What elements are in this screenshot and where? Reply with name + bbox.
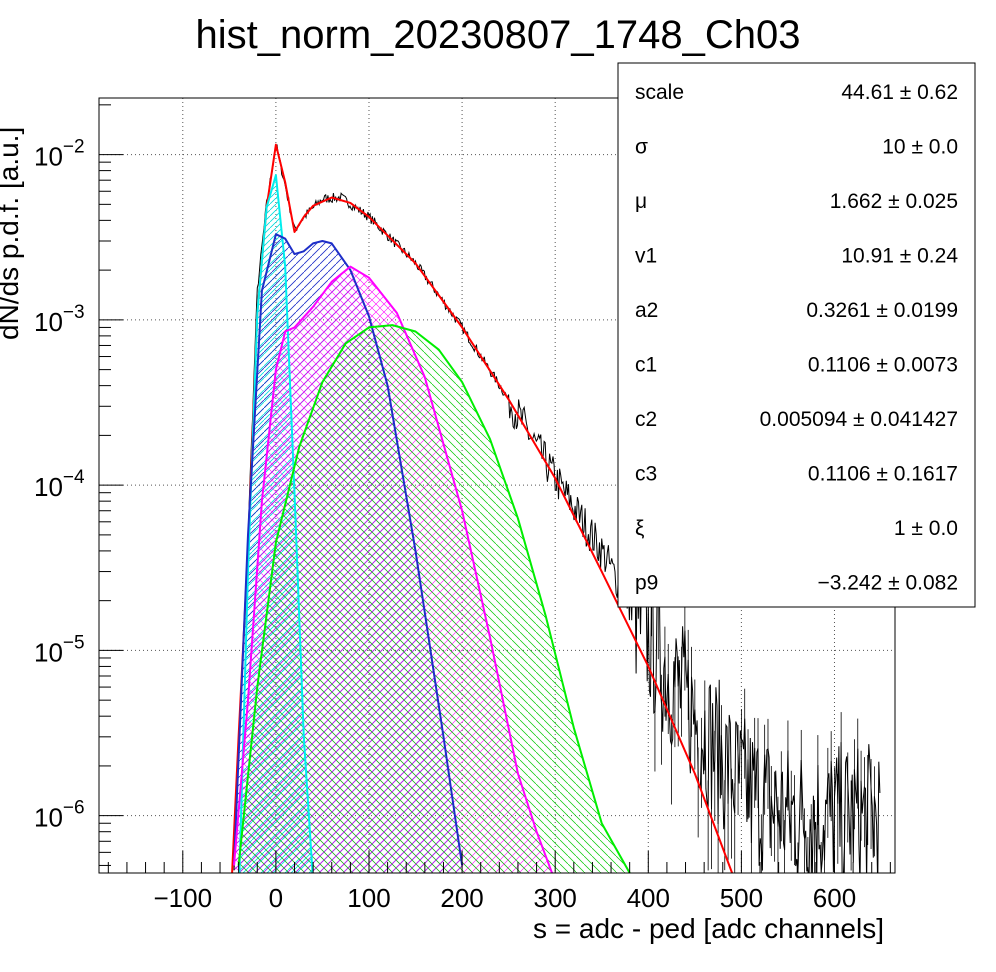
stat-name: c2 — [635, 408, 657, 431]
stat-value: 1 ± 0.0 — [894, 517, 958, 540]
stat-name: c1 — [635, 354, 657, 377]
stat-name: p9 — [635, 572, 658, 595]
stat-value: 10 ± 0.0 — [882, 136, 958, 159]
series-line — [233, 265, 554, 873]
series-group — [231, 143, 881, 873]
stats-rows: scale 44.61 ± 0.62 σ 10 ± 0.0 μ 1.662 ± 0.025… — [635, 81, 958, 595]
series-line — [237, 324, 631, 873]
stat-value: −3.242 ± 0.082 — [817, 572, 958, 595]
stat-value: 10.91 ± 0.24 — [841, 245, 958, 268]
grid — [99, 98, 895, 873]
stat-name: μ — [635, 190, 647, 213]
y-tick-label: 10−3 — [34, 302, 85, 337]
x-tick-label: 200 — [440, 883, 483, 913]
y-tick-label: 10−5 — [34, 632, 85, 667]
x-tick-label: 100 — [347, 883, 390, 913]
hatched-fills — [234, 175, 630, 873]
stat-value: 0.3261 ± 0.0199 — [806, 299, 958, 322]
y-tick-label: 10−2 — [34, 137, 85, 172]
series-fill — [238, 325, 630, 873]
stat-name: v1 — [635, 245, 657, 268]
y-tick-labels: 10−6 10−5 10−4 10−3 10−2 — [34, 137, 85, 833]
stats-box: scale 44.61 ± 0.62 σ 10 ± 0.0 μ 1.662 ± 0.025… — [617, 62, 976, 608]
x-tick-label: 400 — [627, 883, 670, 913]
stat-name: σ — [635, 136, 648, 159]
x-tick-label: 500 — [720, 883, 763, 913]
y-axis-label: dN/ds p.d.f. [a.u.] — [0, 127, 24, 340]
y-tick-label: 10−6 — [34, 798, 85, 833]
x-tick-label: 600 — [813, 883, 856, 913]
stat-value: 1.662 ± 0.025 — [830, 190, 958, 213]
y-tick-label: 10−4 — [34, 467, 85, 502]
x-tick-labels: −100 0 100 200 300 400 500 600 — [154, 883, 857, 913]
stat-name: c3 — [635, 463, 657, 486]
stat-name: a2 — [635, 299, 658, 322]
stat-value: 0.005094 ± 0.041427 — [760, 408, 958, 431]
stats-box-frame — [617, 62, 976, 608]
axis-ticks — [99, 104, 891, 873]
x-tick-label: 0 — [269, 883, 283, 913]
stat-value: 44.61 ± 0.62 — [841, 81, 958, 104]
x-axis-label: s = adc - ped [adc channels] — [533, 913, 884, 944]
stat-value: 0.1106 ± 0.0073 — [808, 354, 958, 377]
x-tick-label: 300 — [533, 883, 576, 913]
series-line — [233, 233, 464, 866]
x-tick-label: −100 — [154, 883, 213, 913]
stat-name: ξ — [635, 517, 644, 540]
chart-title: hist_norm_20230807_1748_Ch03 — [196, 13, 801, 57]
stat-name: scale — [635, 81, 684, 104]
stat-value: 0.1106 ± 0.1617 — [808, 463, 958, 486]
